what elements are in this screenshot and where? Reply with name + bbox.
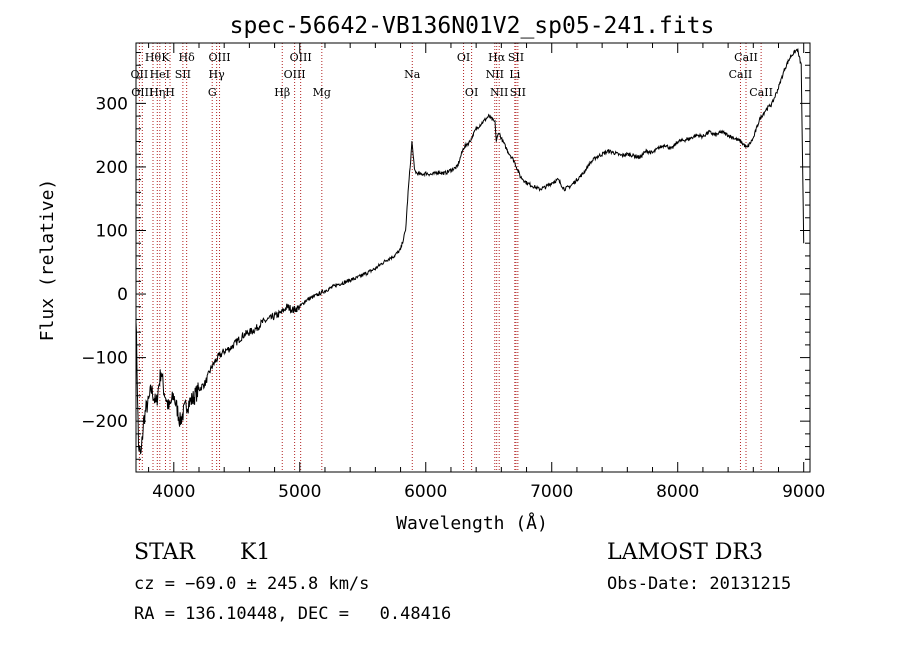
spectral-line-labels: OIIOIIIHθHηHeIKHSIIHδGHγOIIIHβOIIIOIIIMg…: [131, 51, 773, 99]
line-label: Li: [509, 68, 520, 81]
line-label: OI: [457, 51, 470, 64]
x-tick-label: 9000: [782, 482, 825, 502]
y-tick-label: 0: [117, 285, 128, 305]
line-label: CaII: [749, 86, 773, 99]
y-axis: −200 −100 0 100 200 300: [81, 52, 810, 460]
redshift-cz: cz = −69.0 ± 245.8 km/s: [134, 574, 370, 594]
x-tick-label: 7000: [530, 482, 573, 502]
line-label: CaII: [734, 51, 758, 64]
line-label: NII: [490, 86, 508, 99]
chart-title: spec-56642-VB136N01V2_sp05-241.fits: [230, 13, 715, 39]
line-label: OIII: [290, 51, 312, 64]
line-label: HeI: [150, 68, 170, 81]
plot-frame: [135, 42, 811, 473]
line-label: Hη: [149, 86, 165, 99]
line-label: Hβ: [274, 86, 290, 99]
line-label: Hδ: [179, 51, 196, 64]
line-label: NII: [486, 68, 504, 81]
line-label: OII: [131, 68, 149, 81]
x-tick-label: 5000: [278, 482, 321, 502]
x-axis: 4000 5000 6000 7000 8000 9000: [148, 43, 825, 502]
spectral-line-markers: [138, 43, 762, 472]
line-label: K: [161, 51, 170, 64]
line-label: SII: [175, 68, 191, 81]
line-label: OI: [465, 86, 478, 99]
line-label: CaII: [729, 68, 753, 81]
line-label: OIII: [208, 51, 230, 64]
y-tick-label: −200: [81, 412, 128, 432]
observation-date: Obs-Date: 20131215: [607, 574, 792, 594]
line-label: Mg: [313, 86, 331, 99]
line-label: G: [208, 86, 217, 99]
x-tick-label: 8000: [656, 482, 699, 502]
coordinates: RA = 136.10448, DEC = 0.48416: [134, 604, 452, 624]
y-tick-label: 300: [96, 94, 128, 114]
y-tick-label: 200: [96, 158, 128, 178]
line-label: SII: [508, 51, 524, 64]
line-label: Na: [404, 68, 421, 81]
line-label: H: [165, 86, 175, 99]
line-label: OIII: [284, 68, 306, 81]
spectrum-line: [135, 47, 805, 455]
y-tick-label: 100: [96, 221, 128, 241]
x-tick-label: 4000: [152, 482, 195, 502]
object-class: STAR: [134, 540, 195, 565]
line-label: Hθ: [145, 51, 162, 64]
line-label: SII: [510, 86, 526, 99]
object-subclass: K1: [240, 540, 271, 565]
y-tick-label: −100: [81, 349, 128, 369]
x-axis-label: Wavelength (Å): [396, 512, 548, 534]
line-label: Hα: [488, 51, 506, 64]
survey-name: LAMOST DR3: [607, 540, 763, 565]
line-label: OIII: [131, 86, 153, 99]
line-label: Hγ: [209, 68, 226, 81]
x-tick-label: 6000: [404, 482, 447, 502]
y-axis-label: Flux (relative): [37, 179, 58, 342]
